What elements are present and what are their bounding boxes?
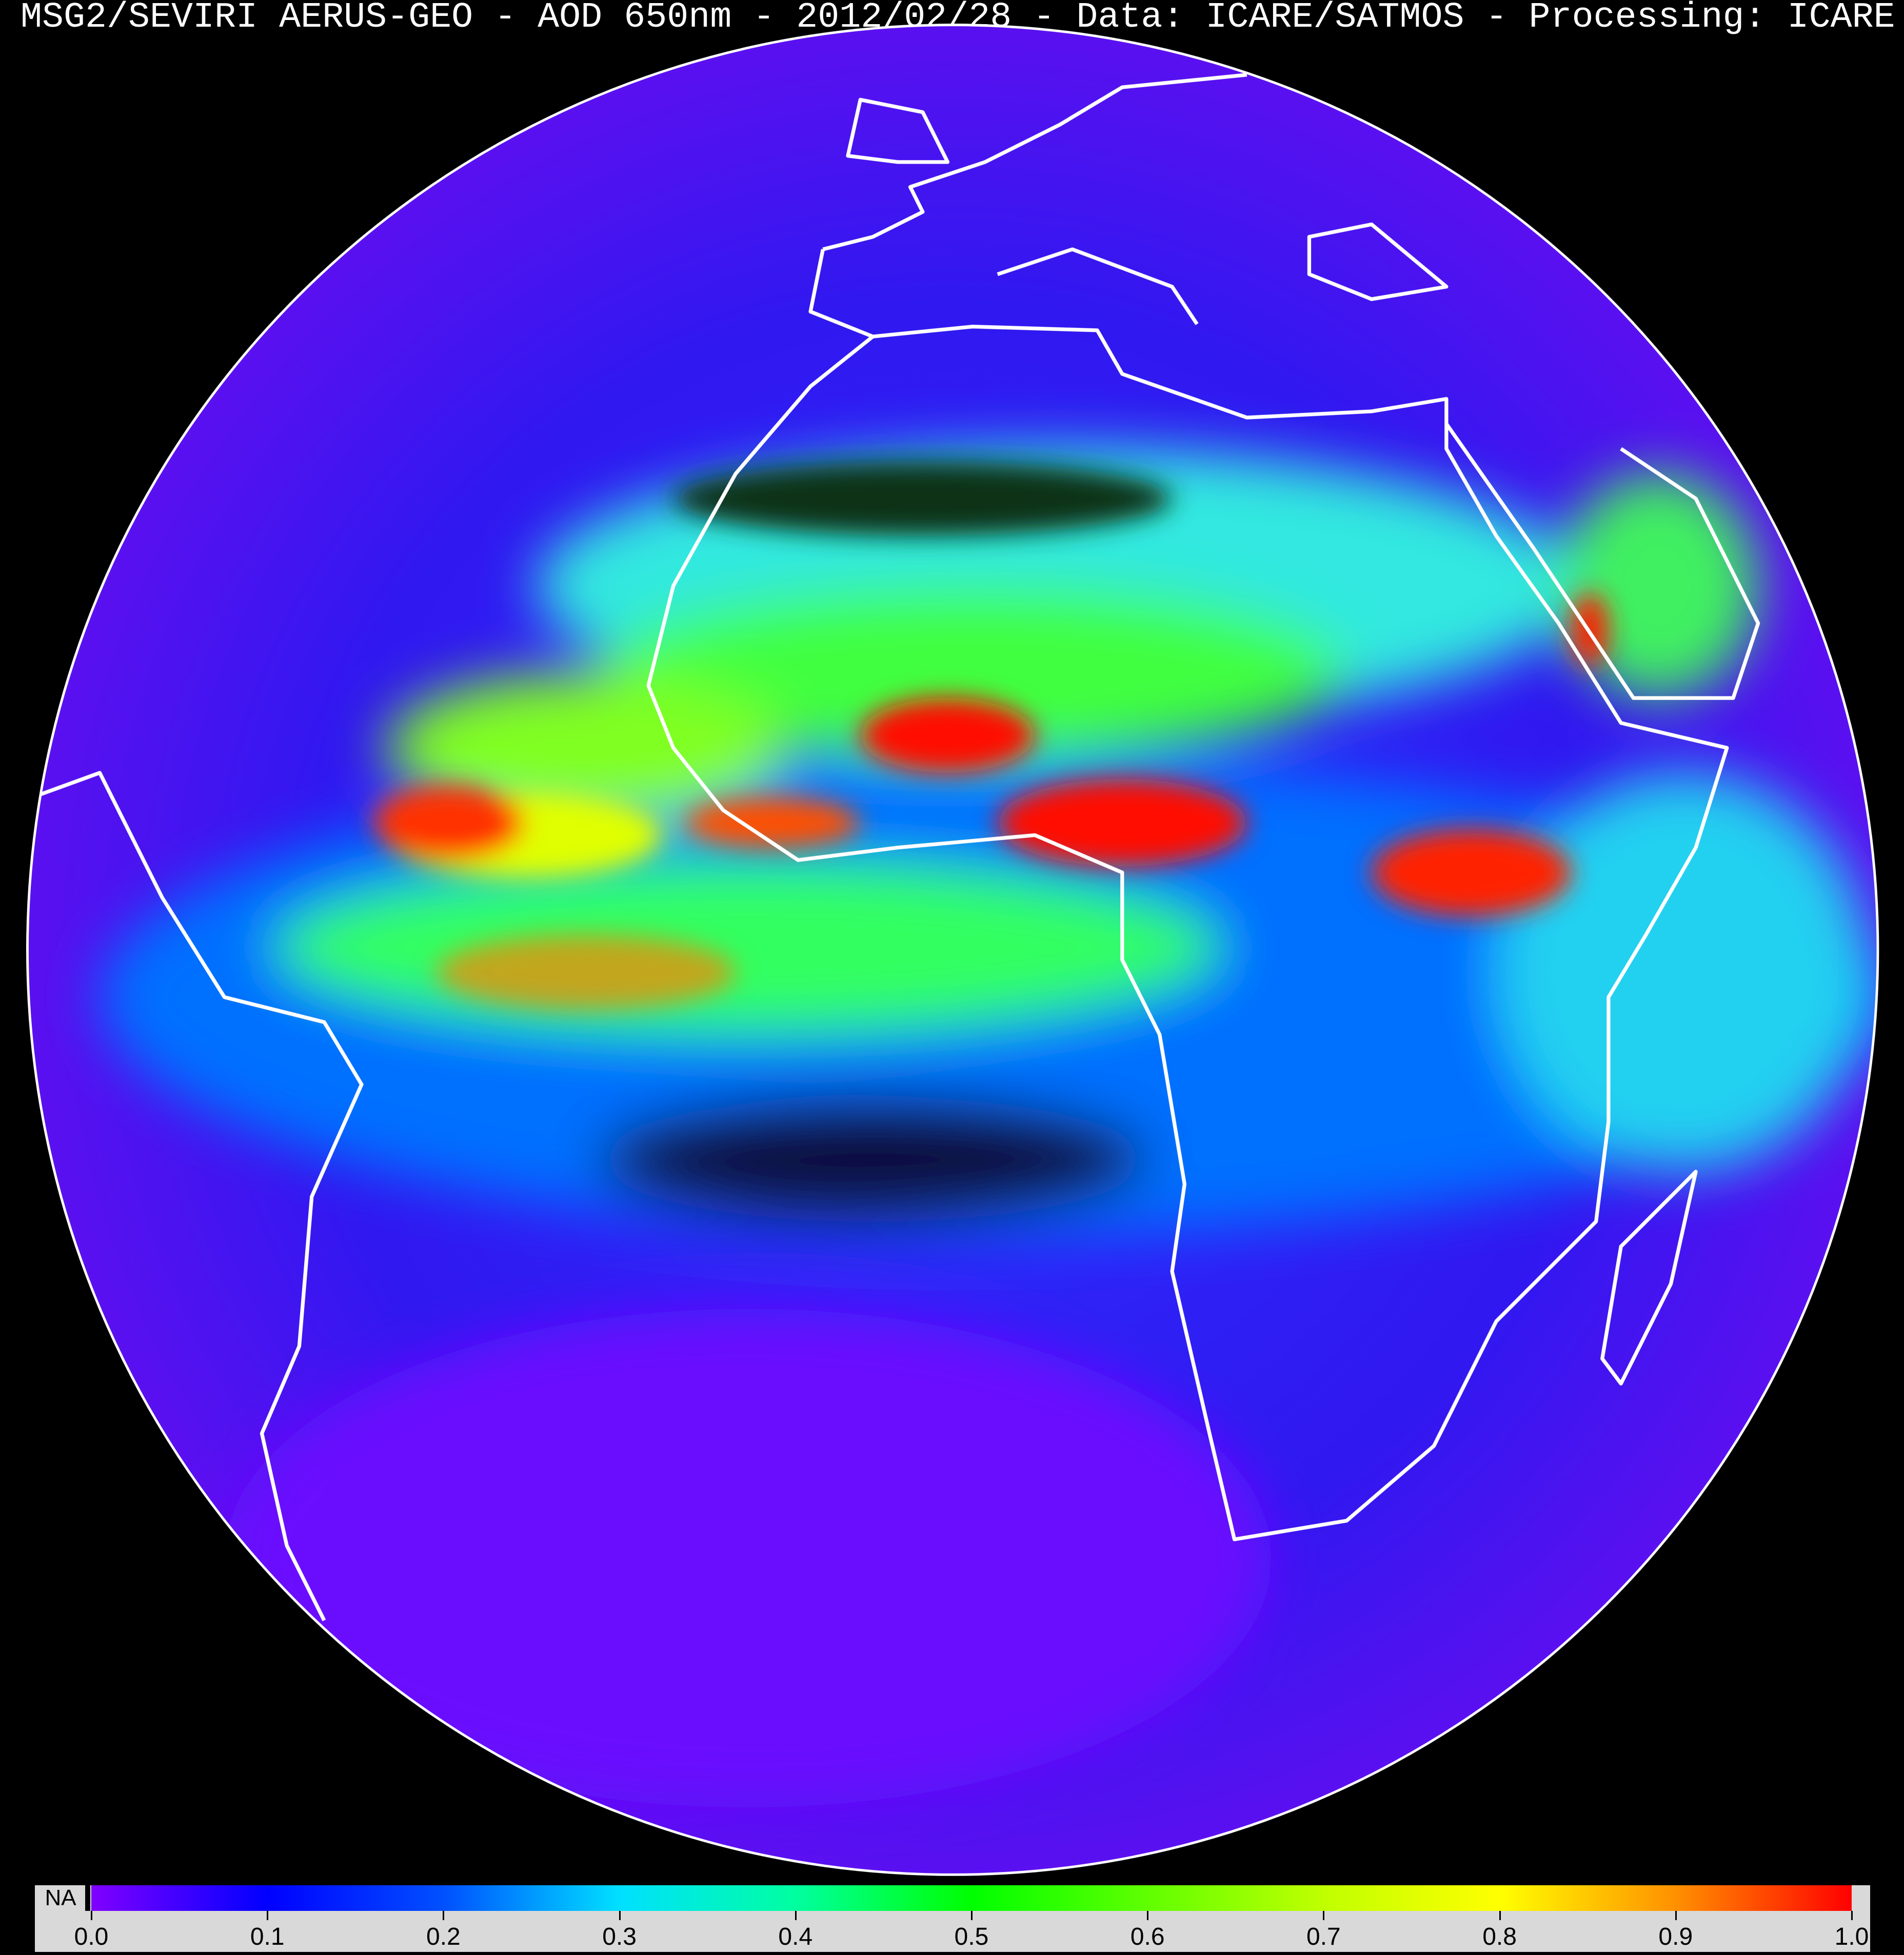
europe-coastline [822, 73, 1449, 325]
atlantic-plume-green [386, 673, 786, 823]
colorbar-tick-label: 0.1 [250, 1923, 285, 1950]
colorbar-tick-label: 0.6 [1130, 1923, 1165, 1950]
colorbar-tick-label: 0.8 [1482, 1923, 1517, 1950]
colorbar-tick-label: 1.0 [1834, 1923, 1869, 1950]
arabia-green [1558, 473, 1758, 699]
colorbar-tick [1499, 1911, 1501, 1920]
colorbar-tick [1147, 1911, 1149, 1920]
coastlines [30, 73, 1760, 1622]
atlantic-plume-red [374, 785, 524, 861]
equatorial-band-green [274, 860, 1222, 1035]
colorbar-tick-label: 0.5 [954, 1923, 989, 1950]
colorbar-tick [267, 1911, 269, 1920]
south-atlantic-dark [598, 1096, 1147, 1222]
colorbar-gradient [91, 1885, 1852, 1911]
sahel-red [860, 698, 1035, 773]
colorbar: NA 0.0 0.1 0.2 0.3 0.4 0.5 0.6 0.7 0.8 0.9 1.0 [35, 1885, 1870, 1952]
south-america-coastline [30, 771, 364, 1622]
madagascar-coastline [1600, 1169, 1698, 1386]
colorbar-tick [971, 1911, 973, 1920]
east-africa-cyan [1496, 772, 1871, 1172]
sahara-dark-streak [673, 461, 1173, 536]
colorbar-tick-label: 0.0 [74, 1923, 109, 1950]
colorbar-na-swatch [85, 1885, 90, 1911]
colorbar-tick [795, 1911, 797, 1920]
colorbar-tick [1851, 1911, 1853, 1920]
ocean-orange-streaks [436, 934, 736, 1010]
africa-coastline [646, 249, 1729, 1542]
sahel-green [598, 586, 1347, 761]
aod-earth-disk [26, 24, 1879, 1876]
colorbar-tick [443, 1911, 445, 1920]
colorbar-tick-label: 0.4 [778, 1923, 813, 1950]
colorbar-na-label: NA [45, 1885, 76, 1910]
south-atlantic-low-aod [224, 1308, 1272, 1808]
colorbar-tick-label: 0.2 [426, 1923, 461, 1950]
east-africa-red [1372, 829, 1571, 916]
central-africa-red [997, 779, 1247, 867]
gulf-red [686, 797, 861, 848]
colorbar-tick [1675, 1911, 1677, 1920]
arabia-coastline [1444, 423, 1760, 700]
colorbar-tick-label: 0.3 [602, 1923, 637, 1950]
uk-coastline [846, 97, 950, 164]
disk-limb [26, 24, 1879, 1876]
colorbar-tick-label: 0.7 [1306, 1923, 1341, 1950]
colorbar-tick-label: 0.9 [1658, 1923, 1693, 1950]
colorbar-tick [619, 1911, 621, 1920]
colorbar-tick [91, 1911, 92, 1920]
colorbar-tick [1323, 1911, 1325, 1920]
